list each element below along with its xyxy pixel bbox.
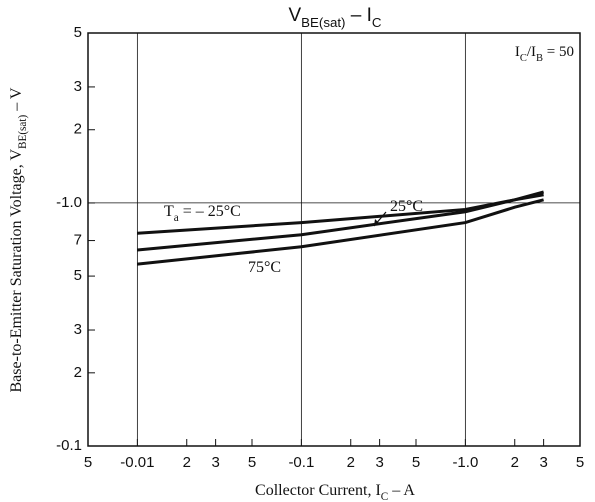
text-part: B	[536, 53, 543, 64]
x-tick-label: -0.01	[120, 454, 154, 471]
x-tick-label: -0.1	[288, 454, 314, 471]
series-label: 75°C	[248, 259, 281, 276]
text-part: /I	[527, 44, 536, 60]
text-part: C	[520, 53, 527, 64]
y-tick-label: 2	[74, 364, 82, 381]
annotation: IC/IB = 50	[515, 44, 574, 63]
text-part: Collector Current, I	[255, 482, 381, 499]
y-tick-label: 3	[74, 78, 82, 95]
text-part: C	[381, 491, 388, 502]
text-part: Base-to-Emitter Saturation Voltage, V	[8, 149, 25, 393]
text-part: V	[288, 5, 301, 26]
y-tick-label: -1.0	[56, 194, 82, 211]
series-line	[137, 198, 544, 266]
series-label: Ta = – 25°C	[164, 203, 241, 224]
y-tick-label: -0.1	[56, 437, 82, 454]
x-tick-label: 2	[183, 454, 191, 471]
y-tick-label: 2	[74, 121, 82, 138]
text-part: I	[515, 44, 520, 60]
text-part: = – 25°C	[179, 203, 241, 220]
x-tick-label: 5	[84, 454, 92, 471]
text-part: – I	[346, 5, 372, 26]
x-tick-label: 5	[576, 454, 584, 471]
text-part: = 50	[543, 44, 574, 60]
y-axis-label: Base-to-Emitter Saturation Voltage, VBE(…	[8, 87, 29, 392]
y-tick-label: 5	[74, 24, 82, 41]
x-tick-label: -1.0	[452, 454, 478, 471]
text-part: C	[372, 15, 382, 30]
series-label: 25°C	[390, 198, 423, 215]
y-tick-label: 7	[74, 232, 82, 249]
x-tick-label: 5	[248, 454, 256, 471]
text-part: a	[174, 212, 179, 224]
text-part: – V	[8, 87, 25, 115]
text-part: T	[164, 203, 174, 220]
series-line	[137, 193, 544, 252]
x-tick-label: 2	[511, 454, 519, 471]
x-tick-label: 3	[375, 454, 383, 471]
text-part: 75°C	[248, 259, 281, 276]
text-part: – A	[388, 482, 415, 499]
text-part: 25°C	[390, 198, 423, 215]
y-tick-label: 5	[74, 267, 82, 284]
text-part: BE(sat)	[301, 15, 345, 30]
y-tick-label: 3	[74, 321, 82, 338]
x-tick-label: 3	[539, 454, 547, 471]
x-tick-label: 5	[412, 454, 420, 471]
x-tick-label: 3	[211, 454, 219, 471]
x-axis-label: Collector Current, IC – A	[255, 482, 415, 502]
text-part: BE(sat)	[17, 115, 29, 149]
chart-title: VBE(sat) – IC	[288, 5, 381, 30]
plot-frame	[87, 32, 581, 447]
x-tick-label: 2	[347, 454, 355, 471]
